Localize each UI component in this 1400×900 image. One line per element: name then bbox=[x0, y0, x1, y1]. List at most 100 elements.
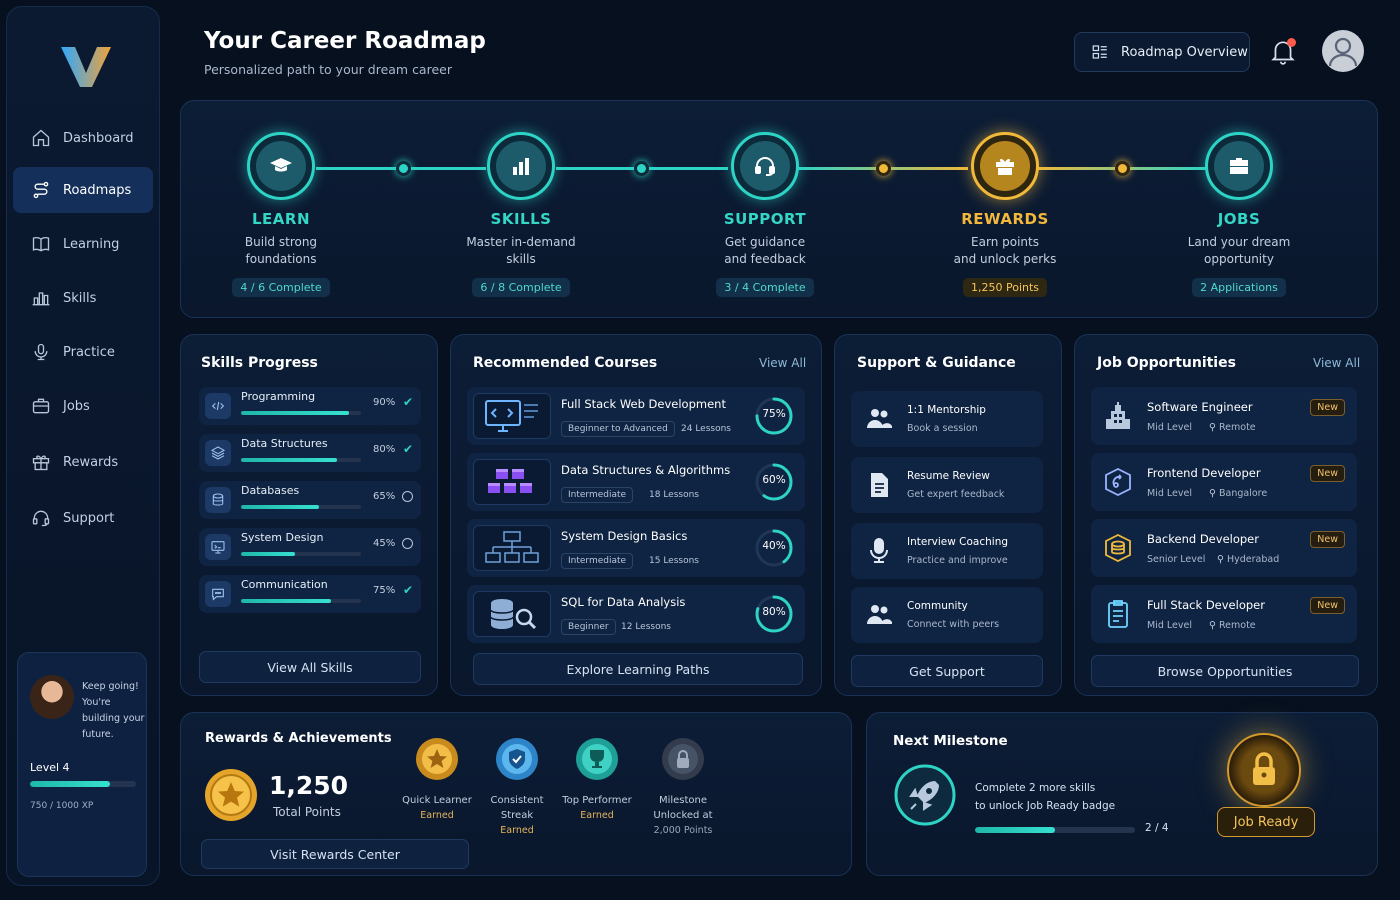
next-milestone-panel: Next Milestone Complete 2 more skills to… bbox=[866, 712, 1378, 876]
stage-desc: and feedback bbox=[724, 252, 806, 266]
course-row[interactable]: Full Stack Web Development Beginner to A… bbox=[467, 387, 805, 445]
badge-consistent-streak[interactable]: Consistent Streak Earned bbox=[477, 737, 557, 838]
support-card-mentorship[interactable]: 1:1 Mentorship Book a session bbox=[851, 391, 1043, 447]
panel-title: Skills Progress bbox=[201, 355, 318, 371]
empty-circle-icon bbox=[402, 538, 413, 549]
stage-name: LEARN bbox=[251, 210, 311, 228]
courses-view-all-link[interactable]: View All bbox=[759, 356, 807, 370]
microphone-icon bbox=[34, 343, 48, 361]
panel-title: Support & Guidance bbox=[857, 355, 1016, 371]
gift-icon bbox=[32, 455, 50, 471]
job-card[interactable]: Full Stack Developer Mid Level ⚲ Remote … bbox=[1091, 585, 1357, 643]
roadmap-node bbox=[1115, 161, 1130, 176]
job-location: Remote bbox=[1218, 422, 1256, 433]
job-location: Hyderabad bbox=[1226, 554, 1280, 565]
app-logo[interactable] bbox=[59, 43, 113, 89]
view-all-skills-button[interactable]: View All Skills bbox=[199, 651, 421, 683]
sidebar-item-skills[interactable]: Skills bbox=[13, 275, 153, 321]
bar-chart-icon bbox=[513, 158, 529, 175]
blue-shield-badge-icon bbox=[496, 738, 538, 780]
skill-row[interactable]: System Design 45% bbox=[199, 528, 421, 566]
job-location: Bangalore bbox=[1218, 488, 1268, 499]
roadmap-overview-button[interactable]: Roadmap Overview bbox=[1074, 32, 1250, 72]
sidebar-item-support[interactable]: Support bbox=[13, 495, 153, 541]
sidebar-item-rewards[interactable]: Rewards bbox=[13, 439, 153, 485]
sidebar-item-practice[interactable]: Practice bbox=[13, 329, 153, 375]
job-title: Frontend Developer bbox=[1147, 466, 1261, 480]
new-badge: New bbox=[1310, 597, 1345, 614]
badge-status: Earned bbox=[580, 810, 614, 821]
sidebar-item-dashboard[interactable]: Dashboard bbox=[13, 115, 153, 161]
sidebar-item-learning[interactable]: Learning bbox=[13, 221, 153, 267]
skill-row[interactable]: Communication 75% ✔ bbox=[199, 575, 421, 613]
support-card-subtitle: Practice and improve bbox=[907, 555, 1008, 566]
padlock-icon bbox=[1253, 752, 1275, 785]
skill-progress-fill bbox=[241, 458, 337, 462]
skill-name: Programming bbox=[241, 390, 316, 403]
total-points-label: Total Points bbox=[273, 805, 341, 819]
support-card-title: Community bbox=[907, 600, 968, 612]
skill-progress-fill bbox=[241, 552, 295, 556]
stage-support[interactable]: SUPPORT Get guidance and feedback 3 / 4 C… bbox=[690, 132, 840, 297]
browse-opportunities-button[interactable]: Browse Opportunities bbox=[1091, 655, 1359, 687]
job-title: Full Stack Developer bbox=[1147, 598, 1265, 612]
database-icon bbox=[205, 487, 231, 513]
check-icon: ✔ bbox=[403, 442, 414, 456]
support-card-title: Resume Review bbox=[907, 470, 990, 482]
rocket-icon bbox=[894, 764, 956, 826]
bell-icon[interactable] bbox=[1270, 38, 1296, 66]
briefcase-icon bbox=[1230, 158, 1248, 174]
badge-milestone-locked[interactable]: Milestone Unlocked at 2,000 Points bbox=[643, 737, 723, 838]
roadmap-node bbox=[876, 161, 891, 176]
job-card[interactable]: Backend Developer Senior Level ⚲ Hyderab… bbox=[1091, 519, 1357, 577]
jobs-view-all-link[interactable]: View All bbox=[1313, 356, 1361, 370]
badge-top-performer[interactable]: Top Performer Earned bbox=[557, 737, 637, 823]
check-icon: ✔ bbox=[403, 395, 414, 409]
stage-rewards[interactable]: REWARDS Earn points and unlock perks 1,25… bbox=[930, 132, 1080, 297]
new-badge: New bbox=[1310, 531, 1345, 548]
course-lessons: 15 Lessons bbox=[649, 556, 699, 566]
system-design-thumbnail bbox=[473, 525, 551, 571]
skill-name: Databases bbox=[241, 484, 300, 497]
course-progress-ring bbox=[755, 397, 793, 435]
code-icon bbox=[205, 393, 231, 419]
course-row[interactable]: System Design Basics Intermediate 15 Les… bbox=[467, 519, 805, 577]
stage-name: JOBS bbox=[1217, 210, 1261, 228]
sidebar-item-roadmaps[interactable]: Roadmaps bbox=[13, 167, 153, 213]
user-avatar-button[interactable] bbox=[1322, 30, 1364, 72]
stage-name: SUPPORT bbox=[723, 210, 807, 228]
support-card-resume-review[interactable]: Resume Review Get expert feedback bbox=[851, 457, 1043, 513]
total-points-value: 1,250 bbox=[269, 771, 349, 800]
promo-headline: Keep going! bbox=[82, 681, 139, 692]
stage-jobs[interactable]: JOBS Land your dream opportunity 2 Applic… bbox=[1164, 132, 1314, 297]
course-level-tag: Beginner to Advanced bbox=[561, 421, 675, 437]
skill-row[interactable]: Programming 90% ✔ bbox=[199, 387, 421, 425]
skill-row[interactable]: Data Structures 80% ✔ bbox=[199, 434, 421, 472]
check-icon: ✔ bbox=[403, 583, 414, 597]
support-card-community[interactable]: Community Connect with peers bbox=[851, 587, 1043, 643]
badge-status: 2,000 Points bbox=[653, 825, 713, 836]
skill-percent: 75% bbox=[373, 585, 396, 596]
job-card[interactable]: Software Engineer Mid Level ⚲ Remote New bbox=[1091, 387, 1357, 445]
stage-status-chip: 6 / 8 Complete bbox=[472, 278, 570, 297]
get-support-button[interactable]: Get Support bbox=[851, 655, 1043, 687]
course-level-tag: Intermediate bbox=[561, 487, 634, 503]
course-row[interactable]: SQL for Data Analysis Beginner 12 Lesson… bbox=[467, 585, 805, 643]
course-percent: 75% bbox=[762, 408, 786, 420]
visit-rewards-center-button[interactable]: Visit Rewards Center bbox=[201, 839, 469, 869]
explore-learning-paths-button[interactable]: Explore Learning Paths bbox=[473, 653, 803, 685]
star-coin-icon bbox=[205, 769, 257, 821]
stage-learn[interactable]: LEARN Build strong foundations 4 / 6 Comp… bbox=[206, 132, 356, 297]
badge-quick-learner[interactable]: Quick Learner Earned bbox=[397, 737, 477, 823]
sidebar-item-label: Jobs bbox=[63, 398, 90, 414]
stage-status-chip: 4 / 6 Complete bbox=[232, 278, 330, 297]
roadmap-icon bbox=[33, 181, 49, 199]
location-pin-icon: ⚲ bbox=[1217, 554, 1227, 565]
support-card-interview-coaching[interactable]: Interview Coaching Practice and improve bbox=[851, 523, 1043, 579]
job-card[interactable]: Frontend Developer Mid Level ⚲ Bangalore… bbox=[1091, 453, 1357, 511]
stage-skills[interactable]: SKILLS Master in-demand skills 6 / 8 Comp… bbox=[446, 132, 596, 297]
skill-row[interactable]: Databases 65% bbox=[199, 481, 421, 519]
location-pin-icon: ⚲ bbox=[1209, 422, 1219, 433]
sidebar-item-jobs[interactable]: Jobs bbox=[13, 383, 153, 429]
course-row[interactable]: Data Structures & Algorithms Intermediat… bbox=[467, 453, 805, 511]
